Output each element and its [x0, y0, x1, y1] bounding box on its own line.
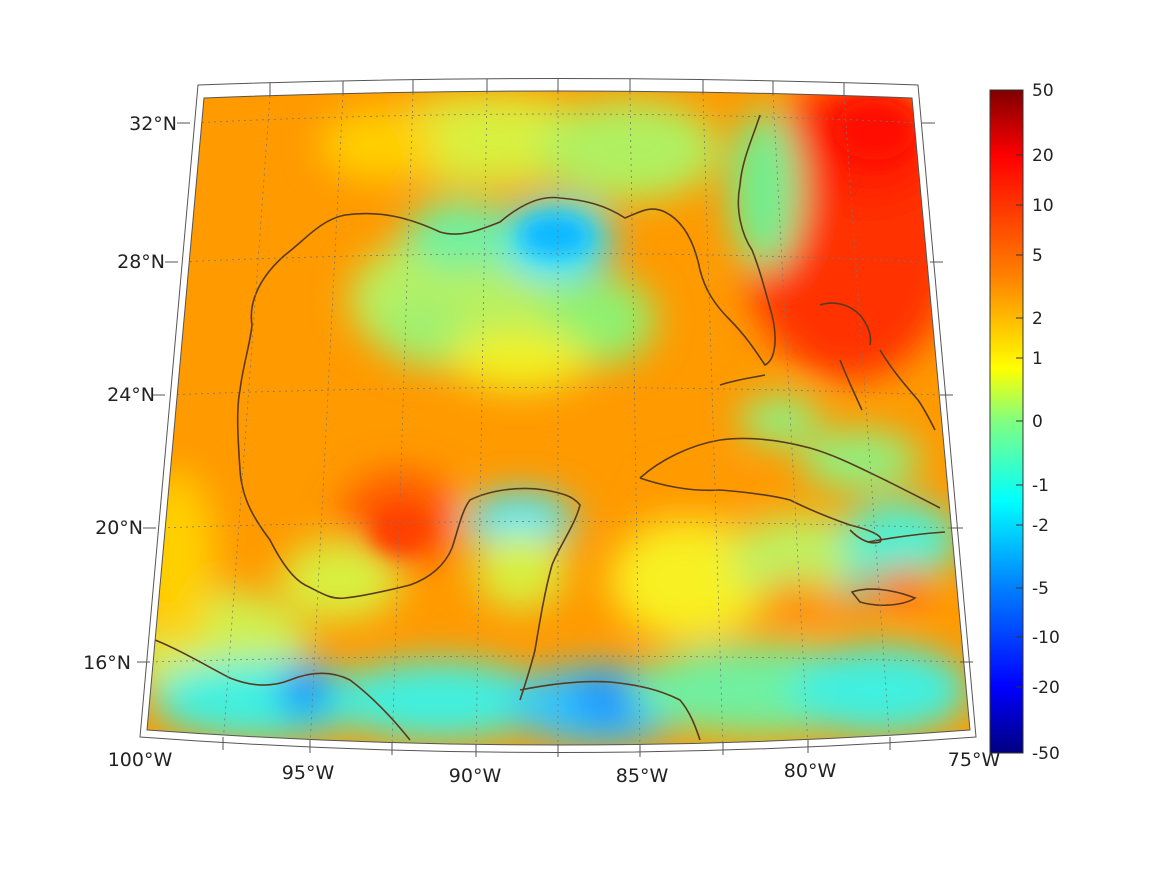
lat-label: 20°N [95, 517, 143, 539]
frame-ticks [137, 79, 973, 757]
colorbar-tick-label: 0 [1032, 412, 1043, 432]
lon-label: 90°W [449, 765, 502, 787]
data-field [147, 91, 970, 745]
colorbar-tick-label: 1 [1032, 349, 1043, 369]
map-frame [139, 78, 977, 753]
lon-label: 95°W [282, 762, 335, 784]
colorbar-tick-label: -10 [1032, 628, 1060, 648]
colorbar-tick-label: -2 [1032, 516, 1049, 536]
lat-label: 32°N [129, 113, 177, 135]
graticule [149, 91, 961, 745]
colorbar-tick-label: -5 [1032, 579, 1049, 599]
lat-label: 28°N [117, 251, 165, 273]
lat-label: 16°N [83, 652, 131, 674]
coastlines [154, 114, 946, 741]
colorbar-tick-label: -1 [1032, 476, 1049, 496]
lat-label: 24°N [107, 384, 155, 406]
colorbar: 50 20 10 5 2 1 0 -1 -2 -5 -10 -20 -50 [989, 81, 1060, 764]
colorbar-tick-label: -50 [1032, 744, 1060, 764]
lon-label: 80°W [784, 760, 837, 782]
colorbar-tick-label: 10 [1032, 196, 1054, 216]
colorbar-tick-label: 20 [1032, 146, 1054, 166]
colorbar-tick-label: 5 [1032, 246, 1043, 266]
colorbar-tick-label: -20 [1032, 678, 1060, 698]
lon-label: 85°W [616, 765, 669, 787]
colorbar-tick-label: 50 [1032, 81, 1054, 101]
lon-label: 100°W [108, 749, 173, 771]
colorbar-tick-label: 2 [1032, 309, 1043, 329]
lon-label: 75°W [948, 749, 1001, 771]
